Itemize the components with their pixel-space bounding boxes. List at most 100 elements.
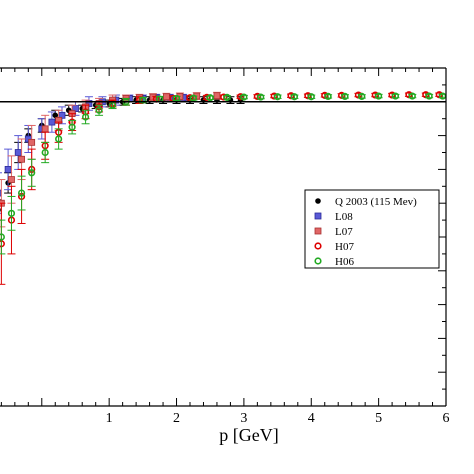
legend: Q 2003 (115 Mev) L08 L07 H07 H06 bbox=[304, 189, 440, 269]
marker bbox=[358, 92, 366, 100]
marker bbox=[341, 92, 349, 100]
x-tick-label: 1 bbox=[106, 411, 113, 426]
legend-label: L07 bbox=[335, 226, 353, 238]
data-point bbox=[239, 93, 248, 101]
data-point bbox=[47, 111, 56, 133]
x-tick-label: 4 bbox=[308, 411, 315, 426]
marker bbox=[52, 112, 59, 119]
data-point bbox=[27, 158, 36, 187]
data-point bbox=[162, 92, 171, 101]
data-point bbox=[17, 175, 26, 211]
marker bbox=[220, 93, 228, 101]
marker bbox=[315, 198, 321, 204]
marker bbox=[257, 93, 265, 101]
marker bbox=[290, 93, 299, 101]
marker bbox=[408, 92, 416, 100]
marker bbox=[81, 113, 90, 121]
x-axis-label: p [GeV] bbox=[219, 425, 278, 445]
data-point bbox=[189, 94, 198, 102]
legend-item: L08 bbox=[314, 211, 353, 223]
marker bbox=[28, 138, 36, 146]
data-point bbox=[0, 219, 6, 255]
data-point bbox=[172, 94, 181, 103]
marker bbox=[307, 93, 315, 101]
data-point bbox=[307, 93, 316, 101]
marker bbox=[314, 242, 322, 250]
marker bbox=[139, 96, 147, 104]
marker bbox=[240, 93, 248, 101]
data-point bbox=[324, 92, 333, 100]
x-axis: 1 2 3 4 5 6 bbox=[0, 68, 450, 426]
data-point bbox=[68, 119, 77, 135]
x-tick-label: 6 bbox=[443, 411, 450, 426]
data-point bbox=[14, 135, 23, 170]
marker bbox=[0, 240, 5, 248]
marker bbox=[236, 93, 245, 101]
x-tick-label: 3 bbox=[240, 411, 247, 426]
marker bbox=[206, 94, 214, 102]
marker bbox=[14, 149, 22, 156]
legend-box bbox=[304, 189, 440, 269]
marker bbox=[68, 123, 76, 131]
data-point bbox=[81, 109, 90, 125]
marker bbox=[203, 93, 211, 102]
marker bbox=[163, 93, 170, 101]
marker bbox=[0, 233, 5, 241]
marker bbox=[391, 92, 400, 100]
marker bbox=[425, 92, 433, 100]
data-point bbox=[408, 92, 417, 100]
legend-label: Q 2003 (115 Mev) bbox=[335, 196, 417, 208]
data-point bbox=[391, 92, 400, 100]
marker bbox=[0, 208, 1, 212]
marker bbox=[314, 257, 322, 265]
data-point bbox=[273, 93, 282, 101]
data-layer bbox=[0, 91, 446, 285]
data-point bbox=[374, 92, 383, 100]
legend-item: L07 bbox=[314, 226, 353, 238]
marker bbox=[0, 189, 2, 197]
marker bbox=[18, 155, 25, 163]
marker bbox=[41, 148, 49, 157]
y-axis bbox=[438, 67, 446, 407]
data-point bbox=[290, 93, 299, 101]
marker bbox=[28, 169, 36, 177]
legend-label: H06 bbox=[335, 256, 354, 268]
data-point bbox=[0, 202, 6, 285]
marker bbox=[324, 92, 332, 100]
marker bbox=[4, 165, 12, 173]
data-point bbox=[138, 96, 147, 104]
marker bbox=[223, 93, 231, 102]
series-l08 bbox=[0, 93, 188, 214]
legend-label: L08 bbox=[335, 211, 353, 223]
x-tick-label: 5 bbox=[375, 411, 382, 426]
data-point bbox=[41, 141, 50, 164]
data-point bbox=[425, 92, 434, 100]
legend-item: H06 bbox=[314, 256, 354, 268]
x-tick-label: 2 bbox=[173, 411, 180, 426]
marker bbox=[314, 212, 322, 220]
marker bbox=[314, 227, 322, 235]
marker bbox=[189, 94, 197, 102]
marker bbox=[17, 189, 26, 197]
legend-label: H07 bbox=[335, 241, 354, 253]
marker bbox=[213, 92, 221, 100]
marker bbox=[273, 93, 282, 101]
marker bbox=[48, 118, 56, 126]
marker bbox=[375, 92, 383, 100]
marker bbox=[8, 176, 15, 183]
legend-item: H07 bbox=[314, 241, 354, 253]
marker bbox=[41, 125, 49, 133]
series-q-2003-115-mev- bbox=[0, 96, 245, 221]
series-h06 bbox=[0, 92, 446, 255]
data-point bbox=[95, 104, 104, 116]
data-point bbox=[206, 94, 215, 102]
data-point bbox=[340, 92, 349, 100]
legend-item: Q 2003 (115 Mev) bbox=[315, 196, 417, 208]
data-point bbox=[357, 92, 366, 100]
marker bbox=[95, 106, 103, 114]
data-point bbox=[223, 93, 232, 102]
data-point bbox=[4, 148, 13, 191]
marker bbox=[55, 135, 63, 143]
data-point bbox=[54, 128, 63, 150]
